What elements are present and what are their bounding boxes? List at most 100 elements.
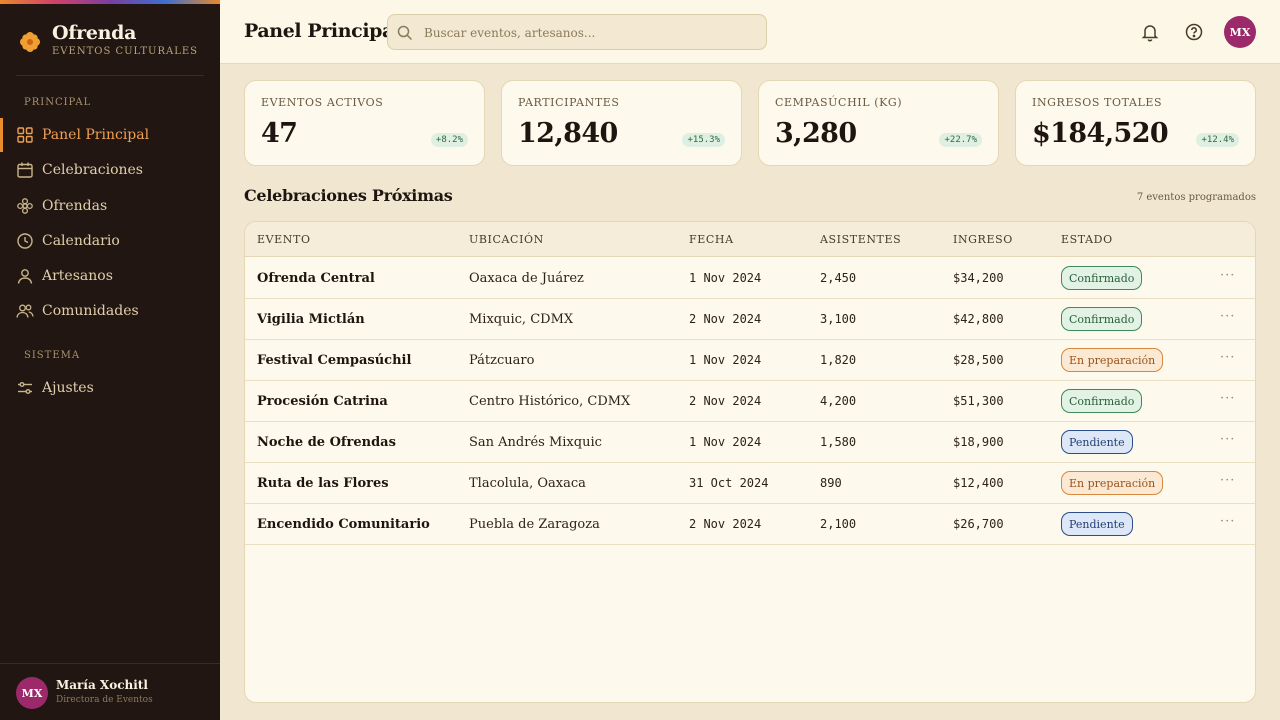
column-header-evento[interactable]: EVENTO	[257, 233, 311, 246]
table-row[interactable]: Encendido Comunitario Puebla de Zaragoza 2…	[245, 504, 1255, 545]
row-menu-icon[interactable]: ···	[1220, 268, 1236, 283]
status-badge: Confirmado	[1061, 307, 1143, 331]
event-date: 2 Nov 2024	[689, 312, 762, 326]
row-menu-icon[interactable]: ···	[1220, 391, 1236, 406]
nav-section-principal: PRINCIPAL	[24, 97, 92, 108]
status-badge: En preparación	[1061, 348, 1164, 372]
sidebar-item-panel-principal[interactable]: Panel Principal	[0, 118, 220, 152]
stat-card-eventos-activos: EVENTOS ACTIVOS 47 +8.2%	[244, 80, 485, 166]
stat-label: INGRESOS TOTALES	[1032, 96, 1163, 109]
sidebar-item-ofrendas[interactable]: Ofrendas	[0, 189, 220, 223]
search-box[interactable]	[387, 14, 767, 50]
event-location: Oaxaca de Juárez	[469, 271, 584, 286]
help-icon[interactable]	[1184, 22, 1204, 42]
sliders-icon	[16, 379, 34, 397]
event-attendees: 2,100	[820, 517, 857, 531]
row-menu-icon[interactable]: ···	[1220, 350, 1236, 365]
table-header: EVENTO UBICACIÓN FECHA ASISTENTES INGRES…	[245, 222, 1255, 257]
sidebar-item-label: Ajustes	[42, 380, 94, 396]
clock-icon	[16, 232, 34, 250]
event-location: Tlacolula, Oaxaca	[469, 476, 586, 491]
table-row[interactable]: Vigilia Mictlán Mixquic, CDMX 2 Nov 2024 3,…	[245, 299, 1255, 340]
row-menu-icon[interactable]: ···	[1220, 432, 1236, 447]
user-profile[interactable]: MX María Xochitl Directora de Eventos	[0, 663, 220, 720]
column-header-ingreso[interactable]: INGRESO	[953, 233, 1013, 246]
search-input[interactable]	[424, 23, 754, 43]
event-location: San Andrés Mixquic	[469, 435, 602, 450]
event-income: $26,700	[953, 517, 1004, 531]
sidebar-item-artesanos[interactable]: Artesanos	[0, 259, 220, 293]
sidebar-item-celebraciones[interactable]: Celebraciones	[0, 153, 220, 187]
stat-card-cempasuchil: CEMPASÚCHIL (KG) 3,280 +22.7%	[758, 80, 999, 166]
bell-icon[interactable]	[1140, 22, 1160, 42]
event-date: 2 Nov 2024	[689, 394, 762, 408]
sidebar: Ofrenda EVENTOS CULTURALES PRINCIPAL Pan…	[0, 0, 220, 720]
event-attendees: 1,820	[820, 353, 857, 367]
stat-label: EVENTOS ACTIVOS	[261, 96, 384, 109]
person-icon	[16, 267, 34, 285]
column-header-estado[interactable]: ESTADO	[1061, 233, 1113, 246]
flower-icon	[16, 197, 34, 215]
event-date: 1 Nov 2024	[689, 435, 762, 449]
people-icon	[16, 302, 34, 320]
header-avatar[interactable]: MX	[1224, 16, 1256, 48]
table-row[interactable]: Procesión Catrina Centro Histórico, CDMX 2…	[245, 381, 1255, 422]
marigold-logo-icon	[20, 32, 40, 52]
status-badge: En preparación	[1061, 471, 1164, 495]
sidebar-item-calendario[interactable]: Calendario	[0, 224, 220, 258]
table-row[interactable]: Ruta de las Flores Tlacolula, Oaxaca 31 Oc…	[245, 463, 1255, 504]
divider	[16, 75, 204, 76]
event-location: Puebla de Zaragoza	[469, 517, 600, 532]
row-menu-icon[interactable]: ···	[1220, 309, 1236, 324]
search-icon	[397, 25, 413, 41]
events-table: EVENTO UBICACIÓN FECHA ASISTENTES INGRES…	[244, 221, 1256, 703]
status-badge: Pendiente	[1061, 512, 1133, 536]
sidebar-item-label: Celebraciones	[42, 162, 143, 178]
stat-card-participantes: PARTICIPANTES 12,840 +15.3%	[501, 80, 742, 166]
stat-delta-badge: +15.3%	[682, 133, 725, 147]
sidebar-item-ajustes[interactable]: Ajustes	[0, 371, 220, 405]
user-name: María Xochitl	[56, 678, 148, 692]
row-menu-icon[interactable]: ···	[1220, 514, 1236, 529]
row-menu-icon[interactable]: ···	[1220, 473, 1236, 488]
event-name: Ruta de las Flores	[257, 476, 389, 491]
brand[interactable]: Ofrenda EVENTOS CULTURALES	[18, 22, 208, 62]
stat-value: $184,520	[1032, 118, 1169, 149]
stat-label: PARTICIPANTES	[518, 96, 620, 109]
sidebar-item-label: Calendario	[42, 233, 120, 249]
grid-icon	[16, 126, 34, 144]
column-header-fecha[interactable]: FECHA	[689, 233, 734, 246]
stat-card-ingresos-totales: INGRESOS TOTALES $184,520 +12.4%	[1015, 80, 1256, 166]
user-role: Directora de Eventos	[56, 695, 153, 705]
rainbow-accent-bar	[0, 0, 220, 4]
sidebar-item-comunidades[interactable]: Comunidades	[0, 294, 220, 328]
brand-title: Ofrenda	[52, 22, 137, 44]
event-location: Mixquic, CDMX	[469, 312, 574, 327]
nav-section-sistema: SISTEMA	[24, 350, 81, 361]
column-header-asistentes[interactable]: ASISTENTES	[820, 233, 902, 246]
stat-value: 3,280	[775, 118, 857, 149]
sidebar-item-label: Panel Principal	[42, 127, 150, 143]
column-header-ubicacion[interactable]: UBICACIÓN	[469, 233, 544, 246]
event-date: 2 Nov 2024	[689, 517, 762, 531]
event-name: Noche de Ofrendas	[257, 435, 396, 450]
section-title: Celebraciones Próximas	[244, 186, 453, 205]
stat-delta-badge: +8.2%	[430, 133, 468, 147]
event-income: $12,400	[953, 476, 1004, 490]
event-name: Festival Cempasúchil	[257, 353, 412, 368]
event-name: Ofrenda Central	[257, 271, 375, 286]
event-name: Encendido Comunitario	[257, 517, 430, 532]
table-row[interactable]: Ofrenda Central Oaxaca de Juárez 1 Nov 202…	[245, 258, 1255, 299]
event-location: Centro Histórico, CDMX	[469, 394, 631, 409]
stat-delta-badge: +22.7%	[939, 133, 982, 147]
table-row[interactable]: Noche de Ofrendas San Andrés Mixquic 1 Nov…	[245, 422, 1255, 463]
event-income: $51,300	[953, 394, 1004, 408]
event-date: 1 Nov 2024	[689, 353, 762, 367]
sidebar-item-label: Comunidades	[42, 303, 139, 319]
event-name: Vigilia Mictlán	[257, 312, 365, 327]
event-date: 31 Oct 2024	[689, 476, 769, 490]
stat-label: CEMPASÚCHIL (KG)	[775, 96, 903, 109]
table-row[interactable]: Festival Cempasúchil Pátzcuaro 1 Nov 2024 1…	[245, 340, 1255, 381]
event-attendees: 1,580	[820, 435, 857, 449]
stat-value: 12,840	[518, 118, 618, 149]
